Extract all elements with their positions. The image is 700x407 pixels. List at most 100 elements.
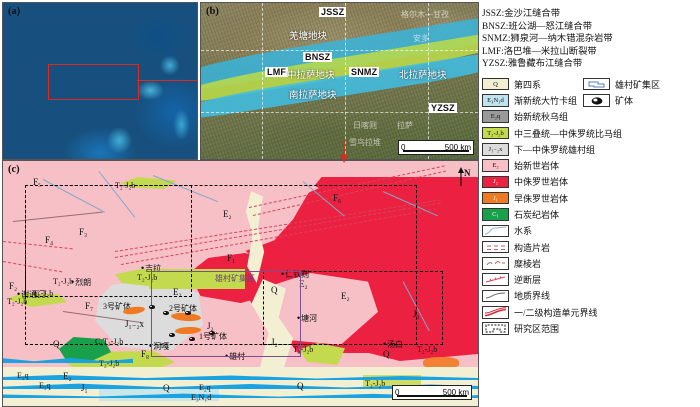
river-braid-2 bbox=[3, 383, 478, 389]
abbr-bnsz: BNSZ:班公湖—怒江缝合带 bbox=[482, 21, 593, 32]
panel-a-regional-satellite: (a) bbox=[2, 2, 198, 160]
connector-arrow-down-icon bbox=[340, 140, 348, 163]
legend-label-mylonite: 糜棱岩 bbox=[514, 258, 542, 269]
north-arrow-icon: N bbox=[458, 167, 471, 186]
legend-item-E2q[interactable]: E₂q 始新统秋乌组 bbox=[482, 109, 698, 125]
suture-label-bnsz: BNSZ bbox=[303, 52, 333, 62]
water-line-icon bbox=[482, 224, 509, 238]
faint-label-amdo: 安多 bbox=[413, 34, 429, 43]
legend-right-items: 雄村矿集区 矿体 bbox=[583, 76, 660, 109]
legend-item-orebody[interactable]: 矿体 bbox=[583, 92, 660, 108]
legend-item-Q[interactable]: Q 第四系 bbox=[482, 76, 577, 92]
legend-item-district[interactable]: 雄村矿集区 bbox=[583, 76, 660, 92]
legend-item-mylonite[interactable]: 糜棱岩 bbox=[482, 255, 698, 271]
unit-label-Q-plain2: Q bbox=[163, 383, 170, 393]
unit-label-Q-east: Q bbox=[383, 349, 390, 359]
panel-c-tag: (c) bbox=[8, 164, 20, 175]
unit-label-Q-plain: Q bbox=[297, 381, 304, 391]
unit-label-J1-2x: J₁₋₂x bbox=[125, 319, 145, 329]
legend-item-T2J2b[interactable]: T₂-J₂b 中三叠统—中侏罗统比马组 bbox=[482, 125, 698, 141]
orebody-icon-4 bbox=[169, 333, 175, 337]
swatch-E2q: E₂q bbox=[482, 110, 509, 123]
legend-item-E2[interactable]: E₂ 始新世岩体 bbox=[482, 157, 698, 173]
legend-item-water[interactable]: 水系 bbox=[482, 223, 698, 239]
scale-bar-b: 0 500 km bbox=[398, 140, 474, 155]
tectonic-schist-icon bbox=[482, 240, 509, 254]
fault-label-F2: F₂ bbox=[9, 281, 18, 291]
scale-bar-c: 0 500 km bbox=[392, 385, 472, 400]
mylonite-icon bbox=[482, 257, 509, 270]
suture-label-lmf: LMF bbox=[265, 67, 289, 77]
faint-label-golmud-garze: 格尔木—甘孜 bbox=[401, 10, 449, 19]
legend-item-J12x[interactable]: J₁₋₂x 下—中侏罗统雄村组 bbox=[482, 141, 698, 157]
river-west-branch bbox=[3, 357, 133, 363]
swatch-code-T2J2b: T₂-J₂b bbox=[487, 129, 504, 137]
xiongcun-district-box bbox=[151, 271, 301, 357]
swatch-J1: J₁ bbox=[482, 191, 509, 205]
orebody-icon-3 bbox=[185, 311, 191, 315]
thrust-fault-icon bbox=[482, 273, 509, 286]
place-label-jila: 吉拉 bbox=[141, 263, 161, 274]
legend-label-E2q: 始新统秋乌组 bbox=[514, 112, 569, 123]
study-area-icon bbox=[482, 322, 509, 335]
legend-label-T2J2b: 中三叠统—中侏罗统比马组 bbox=[514, 128, 623, 139]
legend-label-C1: 石炭纪岩体 bbox=[514, 209, 560, 220]
suture-label-yzsz: YZSZ bbox=[429, 103, 457, 113]
study-area-box-east bbox=[263, 271, 443, 345]
orebody-icon-2 bbox=[163, 311, 169, 315]
legend-panel: JSSZ:金沙江缝合带 BNSZ:班公湖—怒江缝合带 SNMZ:狮泉河—纳木错混… bbox=[482, 2, 698, 405]
unit-label-J2-south: J₂ bbox=[271, 337, 278, 347]
swatch-code-E2q: E₂q bbox=[490, 113, 501, 121]
river-braid-1 bbox=[3, 375, 478, 380]
legend-item-thrust[interactable]: 逆断层 bbox=[482, 272, 698, 288]
legend-symbols: 水系 构造片岩 糜棱岩 bbox=[482, 223, 698, 337]
legend-item-boundary[interactable]: 地质界线 bbox=[482, 288, 698, 304]
unit-label-T2J2b-w1: T₂-J₂b bbox=[53, 277, 74, 286]
legend-item-study-area[interactable]: 研究区范围 bbox=[482, 320, 698, 336]
legend-label-J12x: 下—中侏罗统雄村组 bbox=[514, 144, 596, 155]
legend-item-E3N1d[interactable]: E₃N₁d 渐新统大竹卡组 bbox=[482, 92, 577, 108]
unit-label-E2q-3: E₂q bbox=[199, 383, 211, 392]
swatch-code-J1: J₁ bbox=[493, 194, 498, 202]
legend-item-J2[interactable]: J₂ 中侏罗世岩体 bbox=[482, 174, 698, 190]
legend-item-schist[interactable]: 构造片岩 bbox=[482, 239, 698, 255]
unit-label-E2-east: E₂ bbox=[299, 279, 308, 289]
geology-polygons bbox=[3, 161, 478, 406]
swatch-J12x: J₁₋₂x bbox=[482, 143, 509, 156]
unit-label-Q-central: Q bbox=[271, 285, 278, 295]
place-label-renqinze: 仁钦则 bbox=[281, 269, 309, 280]
unit-polygon-T2J2b-se bbox=[299, 343, 345, 365]
legend-units-upper: Q 第四系 E₃N₁d 渐新统大竹卡组 bbox=[482, 76, 577, 109]
legend-label-water: 水系 bbox=[514, 226, 533, 237]
fault-label-F5: F₅ bbox=[33, 177, 42, 187]
legend-item-J1[interactable]: J₁ 早侏罗世岩体 bbox=[482, 190, 698, 206]
place-label-tanghe: 塘河 bbox=[297, 313, 317, 324]
river-braid-3 bbox=[3, 393, 478, 398]
unit-label-E2q-1: E₂q bbox=[17, 371, 29, 380]
unit-label-E2-north: E₂ bbox=[223, 209, 232, 219]
swatch-E2: E₂ bbox=[482, 159, 509, 172]
terrane-label-central-lhasa: 中拉萨地块 bbox=[287, 70, 335, 81]
panel-a-tag: (a) bbox=[8, 6, 21, 17]
panel-b-tag: (b) bbox=[206, 6, 219, 17]
faint-label-xueniaoladui: 雪鸟拉堆 bbox=[349, 138, 381, 147]
orebody-label-1: 1号矿体 bbox=[199, 332, 227, 341]
unit-polygon-Q-valley-north bbox=[245, 191, 265, 283]
unit-label-T2J2b-e: T₂-J₂b bbox=[417, 345, 438, 354]
place-label-xietongmen: 谢通门 bbox=[17, 289, 45, 300]
svg-text:N: N bbox=[464, 168, 471, 178]
graticule bbox=[201, 3, 478, 159]
legend-top-section: Q 第四系 E₃N₁d 渐新统大竹卡组 雄村矿集区 bbox=[482, 76, 698, 109]
swatch-code-E2: E₂ bbox=[492, 162, 499, 170]
legend-units-lower: E₂q 始新统秋乌组 T₂-J₂b 中三叠统—中侏罗统比马组 J₁₋₂x 下—中… bbox=[482, 109, 698, 223]
fault-label-F7: F₇ bbox=[85, 301, 94, 311]
orebody-icon bbox=[583, 94, 611, 107]
legend-item-C1[interactable]: C₁ 石炭纪岩体 bbox=[482, 206, 698, 222]
fault-label-F3: F₃ bbox=[79, 227, 88, 237]
scale-bar-b-value: 500 km bbox=[444, 143, 471, 152]
place-label-lielang: 烈朗 bbox=[71, 277, 91, 288]
legend-label-E2: 始新世岩体 bbox=[514, 161, 560, 172]
abbreviation-list: JSSZ:金沙江缝合带 BNSZ:班公湖—怒江缝合带 SNMZ:狮泉河—纳木错混… bbox=[482, 2, 698, 71]
legend-item-tectonic-unit[interactable]: 一/二级构造单元界线 bbox=[482, 304, 698, 320]
